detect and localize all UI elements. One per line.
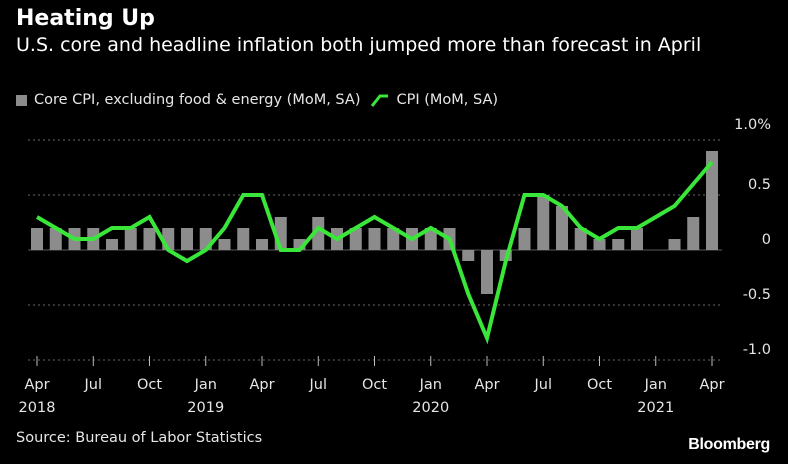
bar-core-cpi — [668, 239, 681, 250]
y-tick-label: 0 — [762, 232, 771, 248]
bar-core-cpi — [293, 239, 306, 250]
source-note: Source: Bureau of Labor Statistics — [16, 430, 263, 446]
y-tick-label: -0.5 — [743, 287, 771, 303]
chart-title: Heating Up — [16, 6, 155, 31]
y-tick-label: 0.5 — [748, 177, 771, 193]
bar-core-cpi — [256, 239, 268, 250]
y-tick-label: 1.0% — [734, 117, 771, 133]
x-tick-label: Apr — [24, 377, 49, 393]
legend-swatch-cpi — [371, 94, 389, 107]
bar-core-cpi — [387, 228, 400, 250]
bar-core-cpi — [124, 228, 137, 250]
x-tick-year-label: 2020 — [412, 400, 449, 416]
x-tick-label: Jul — [84, 377, 103, 393]
x-tick-label: Jul — [534, 377, 553, 393]
x-tick-label: Oct — [137, 377, 162, 393]
bar-core-cpi — [106, 239, 118, 250]
bar-core-cpi — [593, 239, 606, 250]
legend-swatch-core-cpi — [16, 94, 27, 106]
bar-core-cpi — [349, 228, 362, 250]
bar-core-cpi — [462, 250, 475, 261]
legend-label-core-cpi: Core CPI, excluding food & energy (MoM, … — [34, 92, 361, 108]
bar-core-cpi — [218, 239, 231, 250]
x-tick-year-label: 2018 — [19, 400, 56, 416]
bar-core-cpi — [49, 228, 62, 250]
x-tick-label: Apr — [699, 377, 724, 393]
bar-core-cpi — [537, 195, 550, 250]
x-tick-year-label: 2021 — [637, 400, 674, 416]
bar-core-cpi — [574, 228, 587, 250]
x-tick-label: Jan — [194, 377, 217, 393]
bar-core-cpi — [706, 151, 718, 250]
bar-core-cpi — [312, 217, 325, 250]
bar-core-cpi — [237, 228, 250, 250]
x-tick-label: Jul — [309, 377, 328, 393]
bar-core-cpi — [518, 228, 531, 250]
x-tick-year-label: 2019 — [187, 400, 224, 416]
bar-core-cpi — [687, 217, 700, 250]
x-tick-label: Oct — [587, 377, 612, 393]
bar-core-cpi — [631, 228, 643, 250]
bar-core-cpi — [424, 228, 437, 250]
bar-core-cpi — [368, 228, 381, 250]
x-tick-label: Apr — [474, 377, 499, 393]
bar-core-cpi — [556, 206, 568, 250]
bar-core-cpi — [31, 228, 43, 250]
bar-core-cpi — [612, 239, 625, 250]
x-tick-label: Oct — [362, 377, 387, 393]
bar-core-cpi — [143, 228, 156, 250]
x-tick-label: Jan — [419, 377, 442, 393]
bar-core-cpi — [181, 228, 193, 250]
x-tick-label: Apr — [249, 377, 274, 393]
legend: Core CPI, excluding food & energy (MoM, … — [16, 92, 498, 108]
bar-core-cpi — [481, 250, 493, 294]
y-tick-label: -1.0 — [743, 342, 771, 358]
x-tick-label: Jan — [644, 377, 667, 393]
line-cpi — [35, 160, 714, 345]
chart-subtitle: U.S. core and headline inflation both ju… — [16, 34, 702, 56]
legend-label-cpi: CPI (MoM, SA) — [396, 92, 499, 108]
bloomberg-logo: Bloomberg — [688, 436, 770, 453]
